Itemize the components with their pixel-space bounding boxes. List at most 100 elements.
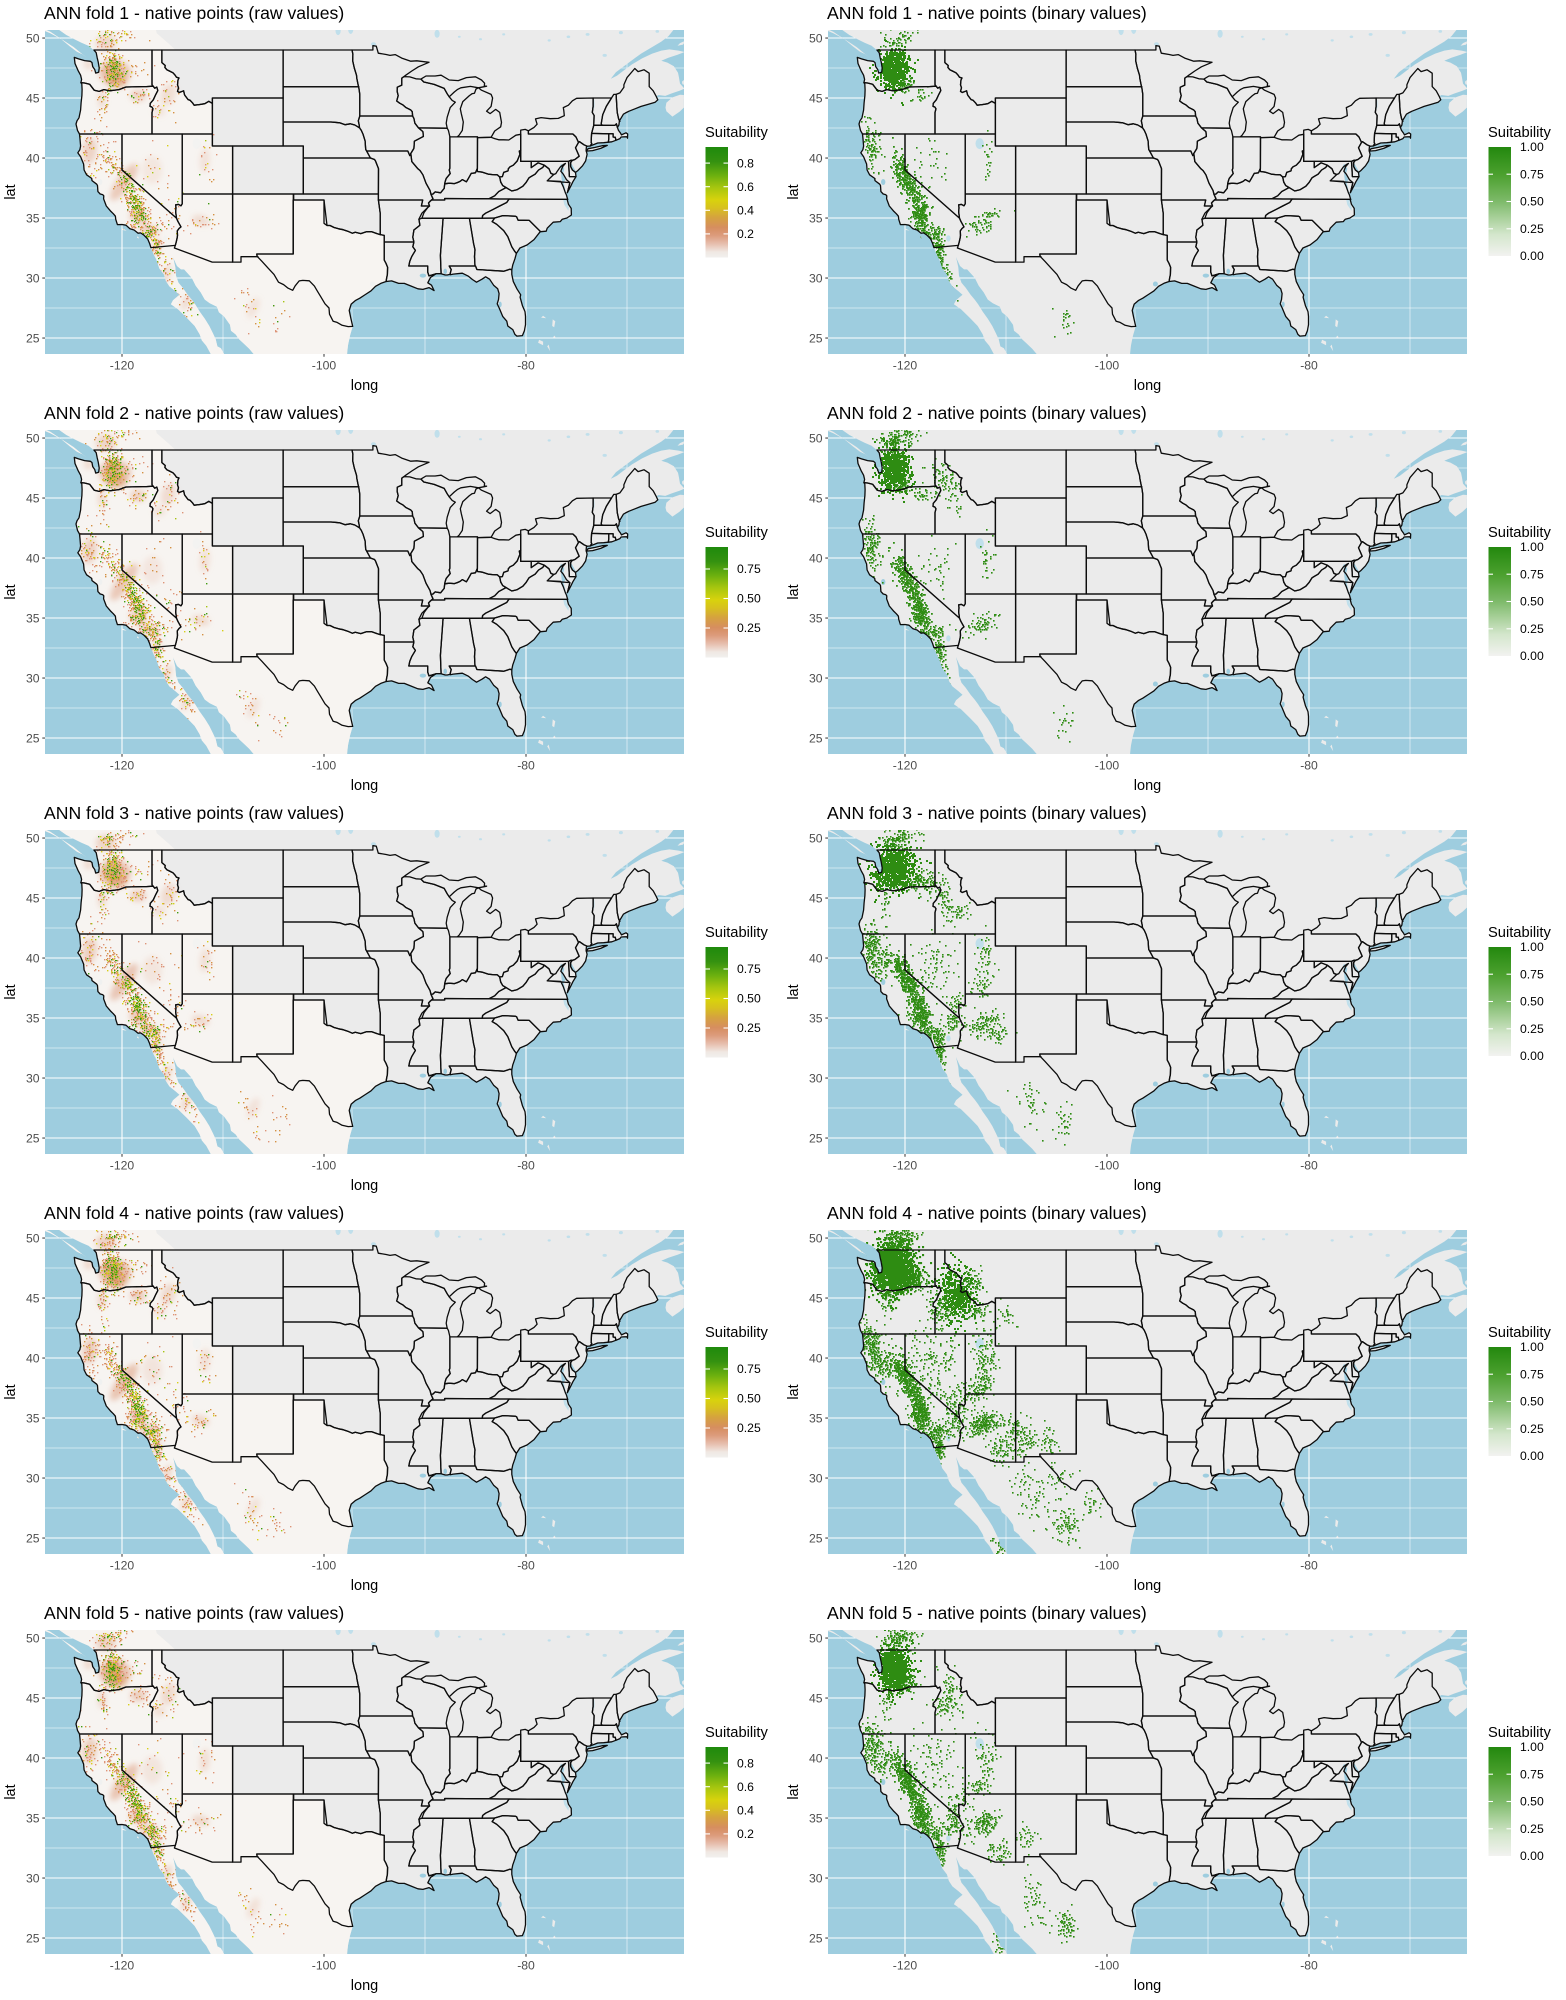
- svg-text:40: 40: [26, 551, 40, 565]
- svg-text:40: 40: [26, 1751, 40, 1765]
- svg-text:lat: lat: [3, 1784, 19, 1799]
- svg-text:45: 45: [809, 891, 823, 905]
- svg-text:35: 35: [26, 611, 40, 625]
- svg-text:-100: -100: [1095, 1159, 1120, 1173]
- svg-text:0.50: 0.50: [737, 992, 761, 1006]
- svg-text:50: 50: [26, 831, 40, 845]
- svg-text:-100: -100: [312, 1959, 337, 1973]
- svg-text:45: 45: [809, 1291, 823, 1305]
- svg-text:-120: -120: [893, 359, 918, 373]
- svg-text:Suitability: Suitability: [1488, 1725, 1552, 1741]
- svg-text:Suitability: Suitability: [705, 525, 769, 541]
- svg-text:25: 25: [26, 1531, 40, 1545]
- svg-text:-100: -100: [1095, 1959, 1120, 1973]
- svg-text:50: 50: [26, 1631, 40, 1645]
- svg-text:-80: -80: [1300, 359, 1318, 373]
- svg-text:lat: lat: [3, 984, 19, 999]
- svg-text:0.75: 0.75: [1520, 1767, 1544, 1781]
- svg-text:50: 50: [26, 31, 40, 45]
- svg-text:45: 45: [26, 491, 40, 505]
- svg-text:30: 30: [809, 1071, 823, 1085]
- svg-text:0.50: 0.50: [1520, 1795, 1544, 1809]
- svg-text:-80: -80: [1300, 759, 1318, 773]
- svg-text:0.00: 0.00: [1520, 1449, 1544, 1463]
- svg-text:0.2: 0.2: [737, 227, 754, 241]
- svg-text:50: 50: [26, 1231, 40, 1245]
- svg-text:45: 45: [26, 1691, 40, 1705]
- svg-text:long: long: [351, 378, 378, 394]
- svg-text:40: 40: [809, 1351, 823, 1365]
- svg-text:ANN fold 2 - native points (bi: ANN fold 2 - native points (binary value…: [827, 403, 1147, 423]
- svg-text:ANN fold 1 - native points (ra: ANN fold 1 - native points (raw values): [44, 3, 344, 23]
- svg-text:30: 30: [809, 271, 823, 285]
- svg-text:Suitability: Suitability: [1488, 125, 1552, 141]
- svg-text:-100: -100: [312, 1159, 337, 1173]
- svg-text:0.75: 0.75: [1520, 567, 1544, 581]
- svg-text:-80: -80: [1300, 1159, 1318, 1173]
- svg-text:ANN fold 1 - native points (bi: ANN fold 1 - native points (binary value…: [827, 3, 1147, 23]
- svg-text:0.2: 0.2: [737, 1827, 754, 1841]
- svg-text:-120: -120: [110, 359, 135, 373]
- svg-text:-80: -80: [517, 359, 535, 373]
- svg-text:Suitability: Suitability: [1488, 925, 1552, 941]
- svg-text:40: 40: [809, 151, 823, 165]
- svg-text:long: long: [351, 1178, 378, 1194]
- svg-text:lat: lat: [3, 1384, 19, 1399]
- svg-text:35: 35: [26, 1011, 40, 1025]
- svg-text:-100: -100: [312, 759, 337, 773]
- svg-text:0.75: 0.75: [737, 562, 761, 576]
- svg-text:50: 50: [809, 1231, 823, 1245]
- svg-text:0.00: 0.00: [1520, 649, 1544, 663]
- svg-text:-120: -120: [110, 759, 135, 773]
- svg-text:45: 45: [26, 1291, 40, 1305]
- svg-text:Suitability: Suitability: [705, 125, 769, 141]
- svg-text:30: 30: [26, 1071, 40, 1085]
- svg-text:25: 25: [809, 331, 823, 345]
- svg-text:-120: -120: [893, 1559, 918, 1573]
- svg-text:0.50: 0.50: [737, 1392, 761, 1406]
- svg-text:long: long: [1134, 378, 1161, 394]
- svg-text:Suitability: Suitability: [705, 1325, 769, 1341]
- svg-text:35: 35: [809, 1411, 823, 1425]
- svg-text:25: 25: [809, 1131, 823, 1145]
- svg-text:-120: -120: [110, 1159, 135, 1173]
- svg-text:45: 45: [809, 1691, 823, 1705]
- svg-text:0.75: 0.75: [1520, 967, 1544, 981]
- svg-text:35: 35: [26, 1411, 40, 1425]
- svg-text:0.25: 0.25: [1520, 1822, 1544, 1836]
- svg-text:lat: lat: [3, 184, 19, 199]
- svg-text:-120: -120: [893, 759, 918, 773]
- svg-text:0.50: 0.50: [737, 592, 761, 606]
- svg-text:30: 30: [809, 1471, 823, 1485]
- svg-text:30: 30: [26, 671, 40, 685]
- svg-text:35: 35: [809, 1811, 823, 1825]
- svg-text:40: 40: [809, 1751, 823, 1765]
- svg-text:30: 30: [809, 1871, 823, 1885]
- svg-text:1.00: 1.00: [1520, 1740, 1544, 1754]
- svg-text:lat: lat: [3, 584, 19, 599]
- svg-text:50: 50: [809, 1631, 823, 1645]
- svg-text:35: 35: [809, 611, 823, 625]
- svg-text:1.00: 1.00: [1520, 1340, 1544, 1354]
- svg-text:0.00: 0.00: [1520, 249, 1544, 263]
- svg-text:1.00: 1.00: [1520, 540, 1544, 554]
- svg-text:0.00: 0.00: [1520, 1849, 1544, 1863]
- svg-text:1.00: 1.00: [1520, 940, 1544, 954]
- svg-text:0.50: 0.50: [1520, 195, 1544, 209]
- svg-text:-100: -100: [312, 359, 337, 373]
- svg-text:30: 30: [26, 271, 40, 285]
- svg-text:lat: lat: [786, 584, 802, 599]
- svg-text:lat: lat: [786, 184, 802, 199]
- svg-text:long: long: [1134, 1178, 1161, 1194]
- svg-text:50: 50: [26, 431, 40, 445]
- svg-text:-100: -100: [1095, 759, 1120, 773]
- svg-text:25: 25: [809, 1931, 823, 1945]
- svg-text:long: long: [351, 1578, 378, 1594]
- svg-text:25: 25: [809, 1531, 823, 1545]
- svg-text:45: 45: [26, 91, 40, 105]
- svg-text:0.75: 0.75: [737, 962, 761, 976]
- svg-text:1.00: 1.00: [1520, 140, 1544, 154]
- svg-text:-80: -80: [517, 1559, 535, 1573]
- svg-text:long: long: [351, 1978, 378, 1994]
- svg-text:-120: -120: [893, 1959, 918, 1973]
